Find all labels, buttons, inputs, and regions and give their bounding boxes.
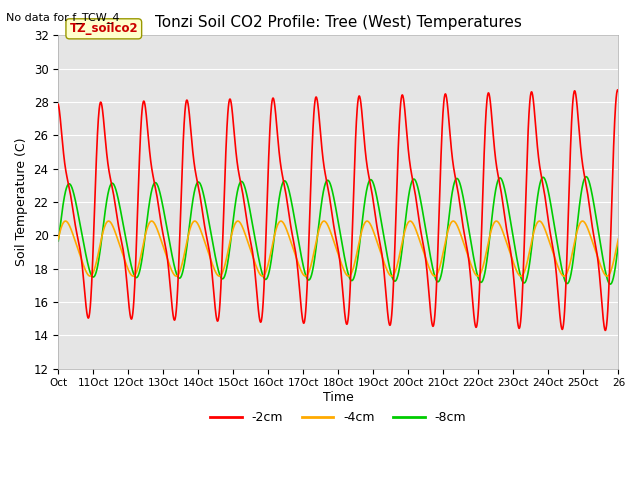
Title: Tonzi Soil CO2 Profile: Tree (West) Temperatures: Tonzi Soil CO2 Profile: Tree (West) Temp… [155,15,522,30]
Text: No data for f_TCW_4: No data for f_TCW_4 [6,12,120,23]
Legend: -2cm, -4cm, -8cm: -2cm, -4cm, -8cm [205,406,471,429]
Text: TZ_soilco2: TZ_soilco2 [70,23,138,36]
Y-axis label: Soil Temperature (C): Soil Temperature (C) [15,138,28,266]
X-axis label: Time: Time [323,391,354,404]
